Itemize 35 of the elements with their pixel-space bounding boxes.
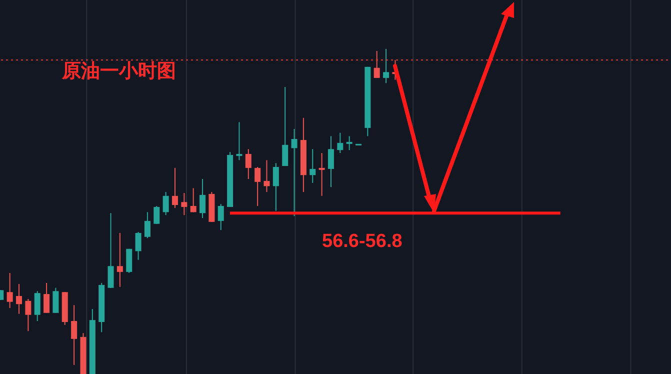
candlestick [310, 148, 316, 184]
candlestick [181, 192, 188, 216]
candlestick [16, 283, 22, 314]
candlestick [337, 132, 344, 154]
candlestick [126, 248, 132, 274]
candlestick [383, 49, 390, 84]
candlestick [116, 232, 123, 288]
candlestick [291, 128, 298, 217]
candlestick [154, 205, 160, 224]
candlestick [318, 152, 325, 196]
candlestick [108, 212, 114, 288]
candlestick [6, 272, 13, 309]
candlestick [44, 282, 50, 314]
candlestick [71, 304, 78, 366]
candlestick [144, 212, 150, 239]
candlestick [25, 298, 32, 332]
candlestick [254, 166, 261, 206]
text: 原油一小时图 [62, 60, 176, 84]
candlestick [328, 136, 334, 188]
candlestick [374, 50, 380, 78]
candlestick [282, 86, 288, 166]
candlestick [346, 136, 352, 151]
candlestick [135, 231, 142, 260]
candlestick [200, 178, 206, 218]
candlestick [264, 160, 270, 192]
candlestick [162, 192, 169, 216]
candlestick [272, 162, 279, 212]
candlestick [236, 122, 242, 161]
candlestick [52, 287, 59, 314]
candlestick [190, 188, 196, 213]
candlestick [218, 204, 224, 231]
annotation: 56.6-56.8 [322, 231, 402, 253]
candlestick [34, 290, 40, 322]
candlestick [245, 148, 252, 180]
candlestick [172, 167, 178, 208]
